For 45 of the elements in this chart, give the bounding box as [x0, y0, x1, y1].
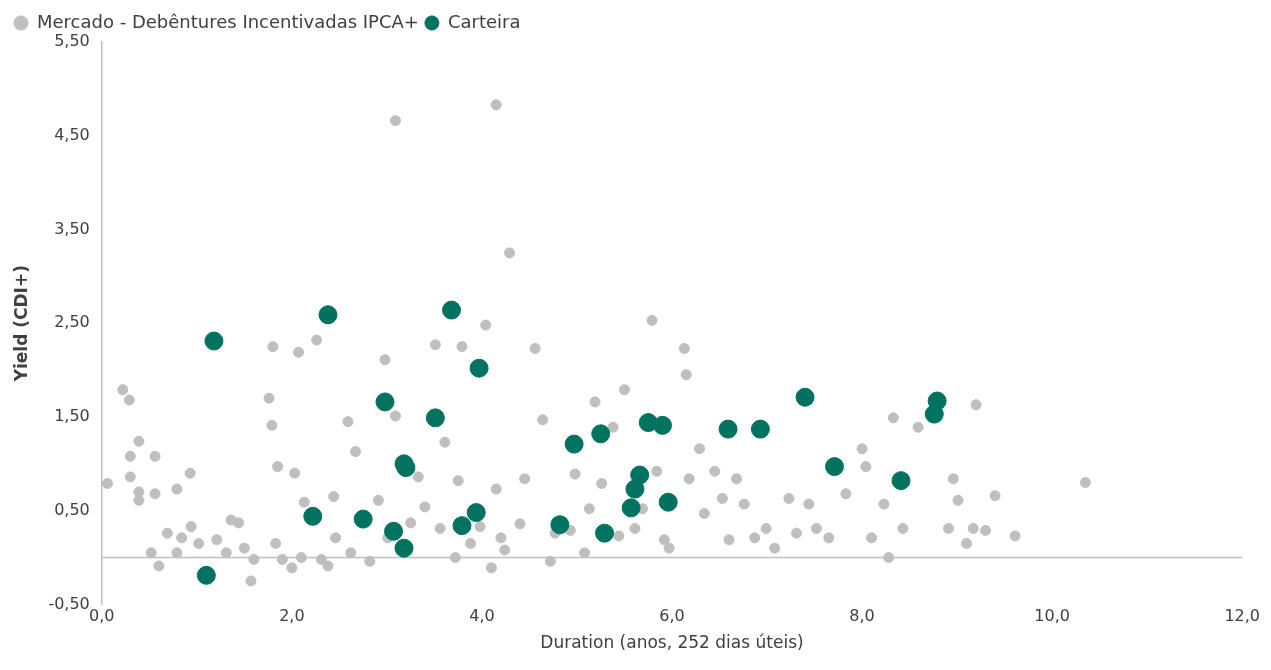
point — [621, 498, 641, 518]
point — [196, 565, 216, 585]
point — [658, 492, 678, 512]
point — [442, 300, 462, 320]
point — [795, 387, 815, 407]
point — [595, 523, 615, 543]
point — [394, 538, 414, 558]
point — [630, 465, 650, 485]
x-tick-label: 0,0 — [89, 606, 115, 626]
point — [891, 471, 911, 491]
x-tick-label: 10,0 — [1034, 606, 1070, 626]
point — [425, 408, 445, 428]
x-tick-label: 8,0 — [849, 606, 875, 626]
point — [469, 358, 489, 378]
point — [452, 516, 472, 536]
point — [204, 331, 224, 351]
y-tick-label: 2,50 — [54, 312, 90, 332]
point — [353, 509, 373, 529]
point — [591, 424, 611, 444]
y-tick-label: 5,50 — [54, 31, 90, 51]
x-tick-label: 6,0 — [659, 606, 685, 626]
point — [718, 419, 738, 439]
y-tick-label: 3,50 — [54, 218, 90, 238]
point — [564, 434, 584, 454]
y-axis-title: Yield (CDI+) — [10, 265, 31, 383]
point — [384, 521, 404, 541]
point — [466, 503, 486, 523]
point — [318, 305, 338, 325]
y-tick-label: 4,50 — [54, 124, 90, 144]
point — [927, 391, 947, 411]
x-tick-label: 12,0 — [1224, 606, 1260, 626]
y-tick-label: -0,50 — [48, 593, 90, 613]
point — [652, 415, 672, 435]
legend-label: Mercado - Debêntures Incentivadas IPCA+ — [37, 10, 419, 32]
point — [303, 506, 323, 526]
point — [825, 457, 844, 477]
point — [375, 392, 395, 412]
x-tick-label: 2,0 — [279, 606, 305, 626]
legend-label: Carteira — [447, 10, 521, 32]
point — [750, 419, 770, 439]
y-tick-label: 1,50 — [54, 406, 90, 426]
y-tick-label: 0,50 — [54, 499, 90, 519]
point — [550, 515, 570, 535]
x-tick-label: 4,0 — [469, 606, 495, 626]
x-axis-title: Duration (anos, 252 dias úteis) — [540, 632, 804, 653]
